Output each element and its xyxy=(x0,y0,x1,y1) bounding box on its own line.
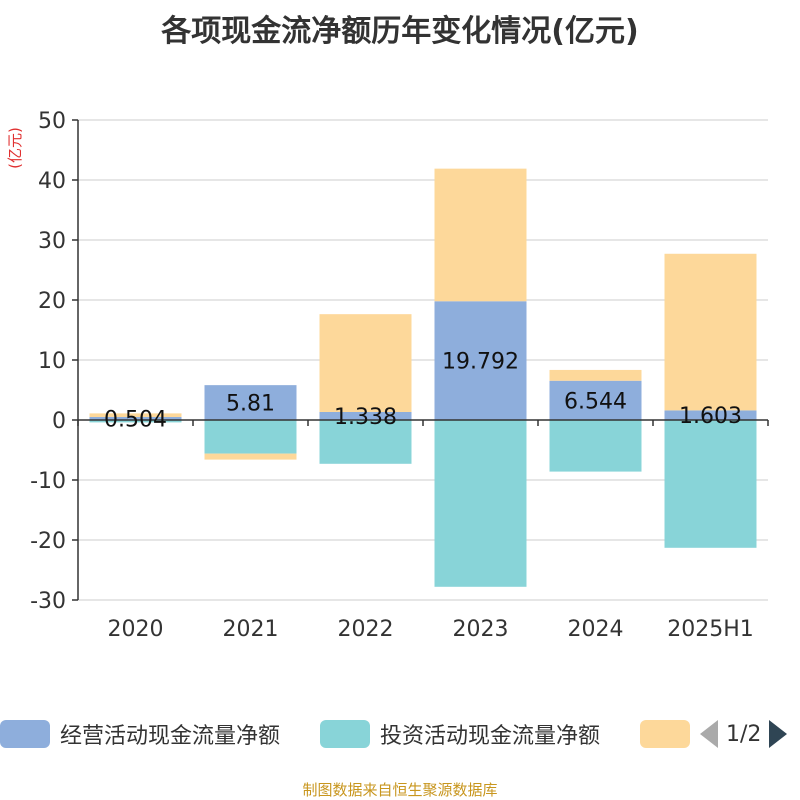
data-label-2023: 19.792 xyxy=(442,350,519,375)
legend-label: 经营活动现金流量净额 xyxy=(60,724,281,749)
legend-item[interactable]: 投资活动现金流量净额 xyxy=(320,716,600,752)
y-tick-label: 30 xyxy=(38,229,66,254)
x-tick-label: 2023 xyxy=(453,617,509,642)
x-tick-label: 2025H1 xyxy=(667,617,754,642)
y-tick-label: 50 xyxy=(38,109,66,134)
y-tick-label: 40 xyxy=(38,169,66,194)
bar-investing-2022 xyxy=(319,420,412,464)
y-tick-label: 10 xyxy=(38,349,66,374)
y-tick-label: -10 xyxy=(30,469,66,494)
bar-operating-2023 xyxy=(434,301,527,420)
bar-financing-2020 xyxy=(89,413,182,417)
bar-financing-2021 xyxy=(204,453,297,460)
bar-financing-2024 xyxy=(549,369,642,381)
legend-label: 投资活动现金流量净额 xyxy=(380,724,601,749)
bar-operating-2020 xyxy=(89,416,182,420)
bar-operating-2022 xyxy=(319,411,412,420)
bar-investing-2021 xyxy=(204,420,297,454)
bar-financing-2022 xyxy=(319,314,412,412)
legend-next-icon[interactable] xyxy=(769,720,788,748)
x-tick-label: 2020 xyxy=(108,617,164,642)
legend-prev-icon[interactable] xyxy=(700,720,718,748)
bar-financing-2023 xyxy=(434,168,527,302)
x-tick-label: 2024 xyxy=(568,617,624,642)
chart-title: 各项现金流净额历年变化情况(亿元) xyxy=(161,14,639,49)
bar-financing-2025H1 xyxy=(664,253,757,411)
bar-operating-2024 xyxy=(549,380,642,420)
data-label-2021: 5.81 xyxy=(226,392,275,417)
x-tick-label: 2022 xyxy=(338,617,394,642)
data-label-2022: 1.338 xyxy=(334,405,397,430)
source-note: 制图数据来自恒生聚源数据库 xyxy=(302,781,498,799)
y-tick-label: -30 xyxy=(30,589,66,614)
bar-investing-2025H1 xyxy=(664,420,757,548)
legend-page-indicator: 1/2 xyxy=(726,721,762,747)
y-axis-unit-label: (亿元) xyxy=(6,127,24,169)
bar-investing-2024 xyxy=(549,420,642,472)
y-tick-label: 20 xyxy=(38,289,66,314)
y-tick-label: 0 xyxy=(52,409,66,434)
legend: 经营活动现金流量净额 投资活动现金流量净额 xyxy=(0,716,800,752)
legend-swatch xyxy=(640,720,690,748)
data-label-2024: 6.544 xyxy=(564,389,627,414)
data-label-2025H1: 1.603 xyxy=(679,404,742,429)
legend-pager: 1/2 xyxy=(700,716,788,752)
x-tick-label: 2021 xyxy=(223,617,279,642)
bar-operating-2025H1 xyxy=(664,410,757,420)
bar-investing-2023 xyxy=(434,420,527,587)
y-tick-label: -20 xyxy=(30,529,66,554)
legend-swatch xyxy=(0,720,50,748)
legend-swatch xyxy=(320,720,370,748)
bar-operating-2021 xyxy=(204,385,297,420)
legend-item[interactable]: 经营活动现金流量净额 xyxy=(0,716,280,752)
bar-investing-2020 xyxy=(89,420,182,423)
legend-item[interactable] xyxy=(640,716,690,752)
data-label-2020: 0.504 xyxy=(104,407,167,432)
